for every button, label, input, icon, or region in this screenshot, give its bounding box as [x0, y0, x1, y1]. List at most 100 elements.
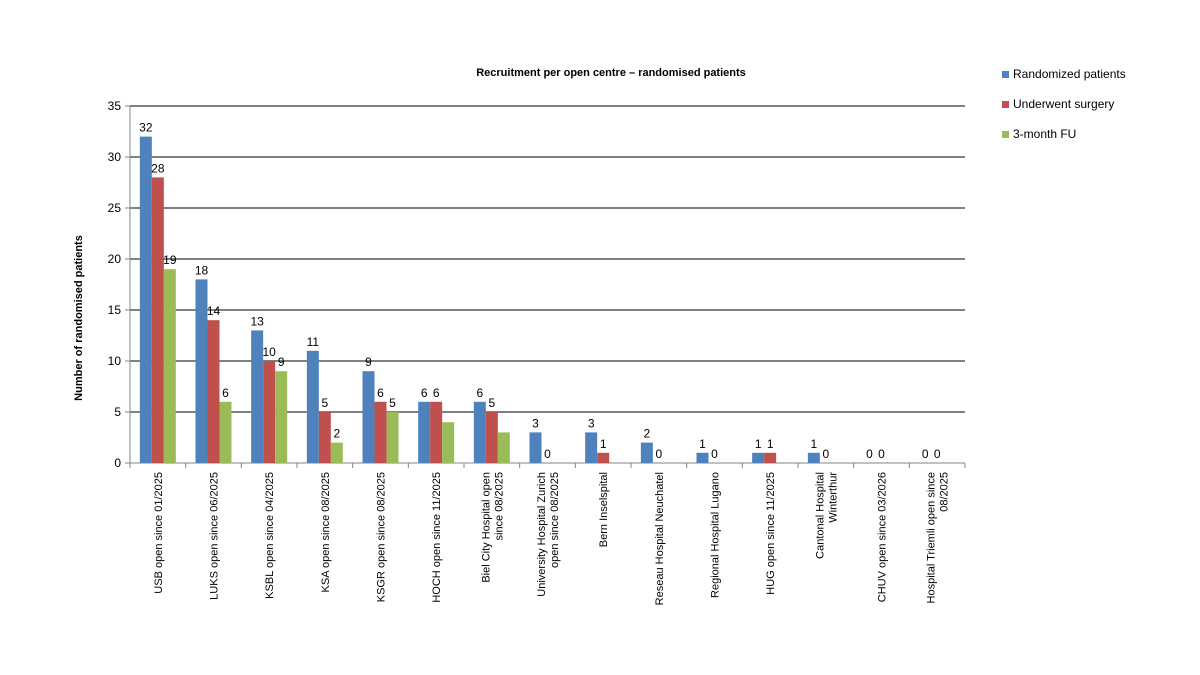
- bar-randomized-patients: [752, 452, 765, 463]
- category-label: CHUV open since 03/2026: [877, 472, 889, 602]
- category-label: Regional Hospital Lugano: [710, 472, 722, 598]
- data-label: 5: [488, 396, 495, 410]
- category-label: Biel City Hospital opensince 08/2025: [480, 472, 505, 583]
- y-tick-label: 5: [114, 405, 121, 419]
- category-label: University Hospital Zurichopen since 08/…: [536, 472, 561, 597]
- bar-3-month-fu: [497, 432, 510, 463]
- category-label-line: HOCH open since 11/2025: [431, 472, 443, 603]
- bar-randomized-patients: [362, 371, 375, 463]
- data-label: 1: [810, 437, 817, 451]
- bar-randomized-patients: [696, 452, 709, 463]
- data-label: 1: [600, 437, 607, 451]
- data-label: 0: [866, 447, 873, 461]
- data-label: 0: [711, 447, 718, 461]
- data-label: 9: [278, 355, 285, 369]
- data-label: 9: [365, 355, 372, 369]
- category-label-line: Winterthur: [827, 472, 839, 523]
- category-labels: USB open since 01/2025 LUKS open since 06…: [153, 472, 951, 606]
- y-tick-label: 35: [108, 99, 122, 113]
- data-label: 13: [250, 314, 264, 328]
- data-label: 18: [195, 263, 209, 277]
- chart-title: Recruitment per open centre – randomised…: [476, 67, 746, 79]
- bar-3-month-fu: [219, 401, 232, 463]
- bars: [139, 136, 820, 463]
- category-label-line: 08/2025: [939, 472, 951, 512]
- bar-3-month-fu: [330, 442, 343, 463]
- data-label: 6: [433, 386, 440, 400]
- y-tick-label: 10: [108, 354, 122, 368]
- bar-underwent-surgery: [430, 401, 443, 463]
- category-label: Cantonal HospitalWinterthur: [814, 472, 839, 559]
- legend: Randomized patients Underwent surgery 3-mo…: [1002, 67, 1126, 141]
- y-tick-label: 20: [108, 252, 122, 266]
- bar-randomized-patients: [139, 136, 152, 463]
- category-label: Reseau Hospital Neuchatel: [654, 472, 666, 605]
- data-label: 19: [163, 253, 177, 267]
- bar-underwent-surgery: [151, 177, 164, 463]
- category-label: HUG open since 11/2025: [765, 472, 777, 595]
- category-label-line: Biel City Hospital open: [480, 472, 492, 583]
- bar-3-month-fu: [442, 422, 455, 463]
- bar-randomized-patients: [529, 432, 542, 463]
- data-label: 2: [333, 427, 340, 441]
- category-label: HOCH open since 11/2025: [431, 472, 443, 603]
- legend-swatch: [1002, 71, 1009, 78]
- bar-underwent-surgery: [764, 452, 777, 463]
- bar-randomized-patients: [585, 432, 598, 463]
- data-label: 0: [655, 447, 662, 461]
- category-label: KSA open since 08/2025: [320, 472, 332, 592]
- category-label-line: HUG open since 11/2025: [765, 472, 777, 595]
- data-label: 11: [307, 335, 320, 349]
- data-label: 0: [544, 447, 551, 461]
- legend-swatch: [1002, 101, 1009, 108]
- category-label: USB open since 01/2025: [153, 472, 165, 594]
- legend-entry: Underwent surgery: [1013, 97, 1114, 111]
- legend-entry: Randomized patients: [1013, 67, 1126, 81]
- category-label: LUKS open since 06/2025: [209, 472, 221, 600]
- data-label: 10: [262, 345, 276, 359]
- data-label: 3: [588, 416, 595, 430]
- bar-underwent-surgery: [374, 401, 387, 463]
- bar-underwent-surgery: [207, 320, 220, 463]
- category-label-line: Bern Inselspital: [598, 472, 610, 547]
- category-label-line: open since 08/2025: [549, 472, 561, 568]
- data-label: 0: [922, 447, 929, 461]
- data-label: 14: [207, 304, 221, 318]
- y-tick-label: 25: [108, 201, 122, 215]
- y-axis-title: Number of randomised patients: [73, 235, 85, 401]
- legend-entry: 3-month FU: [1013, 127, 1076, 141]
- y-tick-label: 15: [108, 303, 122, 317]
- bar-randomized-patients: [251, 330, 264, 463]
- bar-randomized-patients: [418, 401, 431, 463]
- category-label-line: Reseau Hospital Neuchatel: [654, 472, 666, 605]
- data-label: 1: [699, 437, 706, 451]
- bar-randomized-patients: [195, 279, 208, 463]
- data-label: 5: [321, 396, 328, 410]
- bar-3-month-fu: [275, 371, 288, 463]
- bar-randomized-patients: [306, 350, 319, 463]
- data-label: 3: [532, 416, 539, 430]
- bar-underwent-surgery: [485, 412, 498, 463]
- category-label: Hospital Triemli open since08/2025: [926, 472, 951, 603]
- bar-randomized-patients: [640, 442, 653, 463]
- category-label: Bern Inselspital: [598, 472, 610, 547]
- data-label: 6: [377, 386, 384, 400]
- bar-3-month-fu: [163, 269, 176, 463]
- y-tick-label: 0: [114, 456, 121, 470]
- category-label: KSGR open since 08/2025: [376, 472, 388, 602]
- category-label: KSBL open since 04/2025: [264, 472, 276, 599]
- data-label: 5: [389, 396, 396, 410]
- category-label-line: KSA open since 08/2025: [320, 472, 332, 592]
- data-label: 0: [934, 447, 941, 461]
- category-label-line: KSGR open since 08/2025: [376, 472, 388, 602]
- data-label: 6: [222, 386, 229, 400]
- data-label: 1: [767, 437, 774, 451]
- category-label-line: since 08/2025: [493, 472, 505, 541]
- category-label-line: Hospital Triemli open since: [926, 472, 938, 603]
- data-label: 32: [139, 121, 153, 135]
- data-label: 6: [476, 386, 483, 400]
- data-label: 0: [878, 447, 885, 461]
